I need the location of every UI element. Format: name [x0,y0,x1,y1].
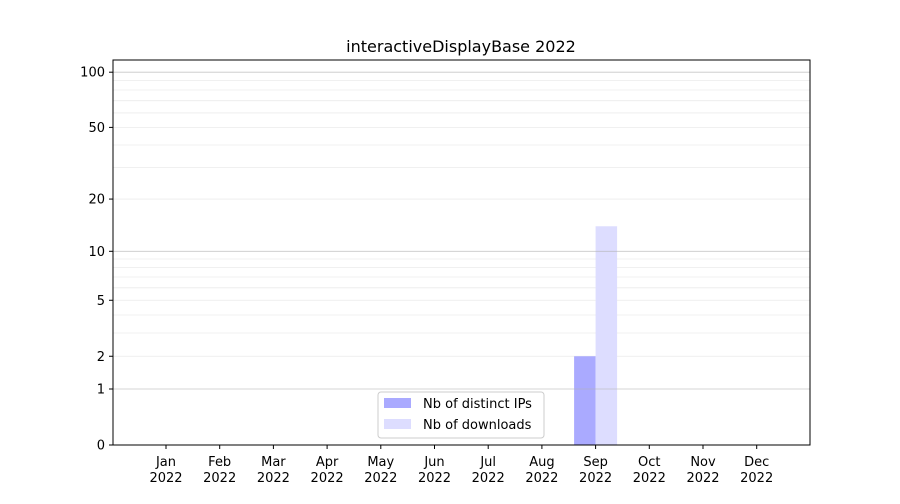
x-tick-label: May 2022 [364,455,397,486]
x-tick-label: Jun 2022 [418,455,451,486]
legend-box [377,391,545,439]
y-tick-label: 1 [97,383,105,398]
bar-downloads [595,226,618,445]
x-tick-label: Dec 2022 [740,455,773,486]
y-tick-label: 0 [97,439,105,454]
chart-title: interactiveDisplayBase 2022 [346,37,576,56]
legend-swatch [384,398,411,408]
x-tick-label: Feb 2022 [203,455,236,486]
y-tick-label: 5 [97,294,105,309]
legend-swatch [384,419,411,429]
y-tick-label: 50 [88,121,105,136]
x-tick-label: Oct 2022 [633,455,666,486]
plot-frame [112,59,811,446]
x-tick-label: Jul 2022 [472,455,505,486]
x-tick-label: Jan 2022 [149,455,182,486]
x-tick-label: Mar 2022 [257,455,290,486]
x-tick-label: Sep 2022 [579,455,612,486]
y-tick-label: 20 [88,193,105,208]
x-tick-label: Nov 2022 [686,455,719,486]
y-tick-label: 2 [97,350,105,365]
y-tick-label: 100 [80,66,105,81]
y-tick-label: 10 [88,245,105,260]
legend-label: Nb of distinct IPs [423,397,532,412]
x-tick-label: Apr 2022 [311,455,344,486]
x-tick-label: Aug 2022 [525,455,558,486]
bar-distinct-ips [574,356,596,445]
legend-label: Nb of downloads [423,418,532,433]
legend: Nb of distinct IPs Nb of downloads [377,391,545,439]
